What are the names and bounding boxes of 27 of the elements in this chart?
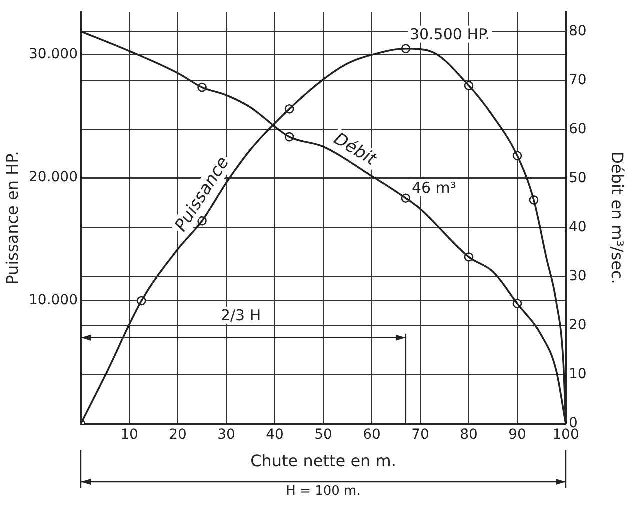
x-tick-label: 40: [266, 427, 284, 444]
y2-tick-label: 80: [569, 23, 587, 40]
y-tick-label: 10.000: [29, 292, 78, 309]
x-tick-label: 60: [363, 427, 381, 444]
x-axis-title: Chute nette en m.: [250, 452, 396, 471]
annotation: 46 m³: [412, 178, 456, 197]
y2-tick-label: 10: [569, 366, 587, 383]
y-tick-label: 30.000: [29, 46, 78, 63]
y2-tick-label: 50: [569, 170, 587, 186]
text: H = 100 m.: [286, 484, 361, 499]
x-tick-label: 30: [218, 427, 236, 444]
y-tick-label: 20.000: [29, 170, 78, 186]
y2-tick-label: 70: [569, 72, 587, 88]
x-tick-label: 20: [169, 427, 187, 444]
y2-tick-label: 20: [569, 318, 587, 334]
x-tick-label: 10: [120, 427, 138, 444]
annotation: 30.500 HP.: [410, 25, 490, 44]
y2-tick-label: 30: [569, 268, 587, 284]
x-tick-label: 90: [508, 427, 526, 444]
y-axis-title: Puissance en HP.: [2, 151, 22, 285]
x-tick-label: 80: [460, 427, 478, 444]
y2-tick-label: 40: [569, 219, 587, 236]
x-tick-label: 50: [314, 427, 332, 444]
y2-tick-label: 60: [569, 121, 587, 138]
y2-axis-title: Débit en m³/sec.: [608, 152, 628, 284]
annotation: 2/3 H: [220, 306, 262, 324]
x-tick-label: 70: [412, 427, 430, 444]
